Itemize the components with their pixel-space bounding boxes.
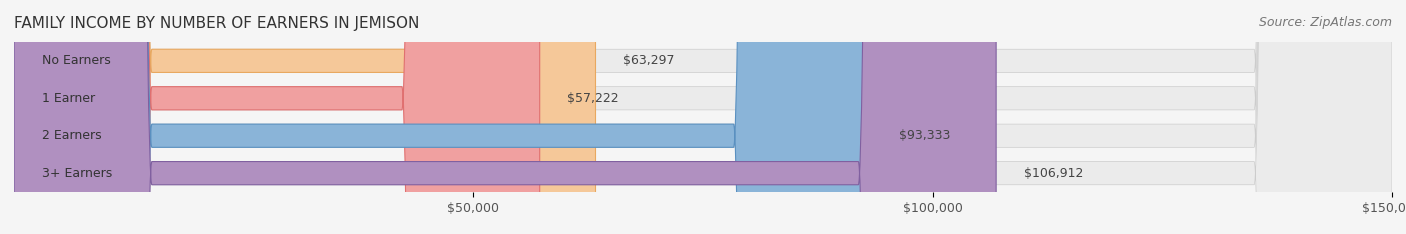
Text: 3+ Earners: 3+ Earners [42, 167, 112, 180]
FancyBboxPatch shape [14, 0, 540, 234]
Text: Source: ZipAtlas.com: Source: ZipAtlas.com [1258, 16, 1392, 29]
Text: No Earners: No Earners [42, 54, 110, 67]
Text: 2 Earners: 2 Earners [42, 129, 101, 142]
Text: $63,297: $63,297 [623, 54, 675, 67]
FancyBboxPatch shape [14, 0, 995, 234]
FancyBboxPatch shape [14, 0, 1392, 234]
FancyBboxPatch shape [14, 0, 1392, 234]
FancyBboxPatch shape [14, 0, 872, 234]
Text: $57,222: $57,222 [567, 92, 619, 105]
FancyBboxPatch shape [14, 0, 1392, 234]
Text: 1 Earner: 1 Earner [42, 92, 94, 105]
Text: FAMILY INCOME BY NUMBER OF EARNERS IN JEMISON: FAMILY INCOME BY NUMBER OF EARNERS IN JE… [14, 16, 419, 31]
Text: $93,333: $93,333 [898, 129, 950, 142]
FancyBboxPatch shape [14, 0, 596, 234]
Text: $106,912: $106,912 [1024, 167, 1083, 180]
FancyBboxPatch shape [14, 0, 1392, 234]
